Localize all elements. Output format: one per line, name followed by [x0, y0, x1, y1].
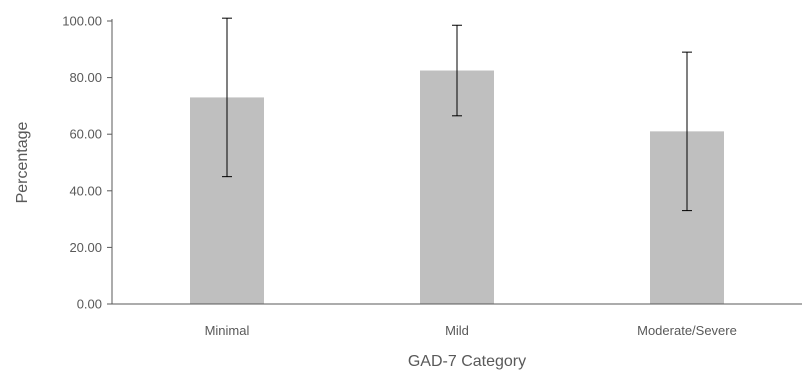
x-axis: Minimal Mild Moderate/Severe — [112, 303, 802, 338]
y-tick-label: 40.00 — [69, 183, 102, 198]
y-axis: 0.00 20.00 40.00 60.00 80.00 100.00 — [62, 14, 113, 312]
x-tick-label: Minimal — [205, 323, 250, 338]
x-axis-title: GAD-7 Category — [408, 353, 526, 370]
y-tick-label: 0.00 — [77, 297, 102, 312]
y-tick-label: 20.00 — [69, 240, 102, 255]
x-tick-label: Moderate/Severe — [637, 323, 737, 338]
error-bars — [222, 17, 692, 212]
y-axis-title: Percentage — [14, 121, 31, 203]
y-tick-label: 80.00 — [69, 70, 102, 85]
x-tick-label: Mild — [445, 323, 469, 338]
y-tick-label: 60.00 — [69, 127, 102, 142]
y-tick-label: 100.00 — [62, 14, 102, 29]
